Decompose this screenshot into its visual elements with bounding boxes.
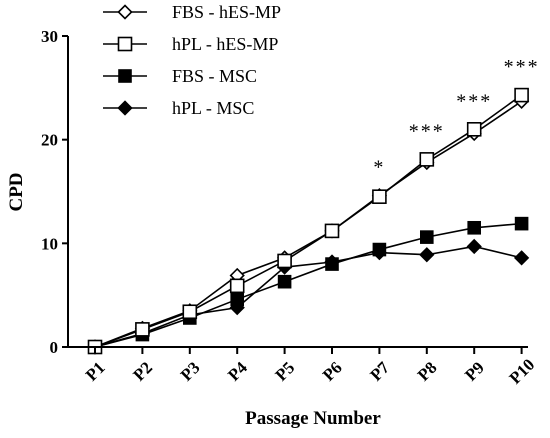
point-fbs-msc-p9 xyxy=(467,220,482,235)
point-hpl-hes-mp-p10 xyxy=(514,87,529,103)
legend-item-fbs-hes-mp: FBS - hES-MP xyxy=(103,2,281,22)
x-tick-label-p1: P1 xyxy=(82,358,109,385)
point-hpl-msc-p4 xyxy=(229,299,245,316)
legend-item-hpl-hes-mp: hPL - hES-MP xyxy=(103,34,278,54)
significance-p7: * xyxy=(373,157,385,179)
series-hpl-hes-mp xyxy=(87,87,529,355)
significance-p10: *** xyxy=(504,56,540,78)
point-fbs-msc-p8 xyxy=(419,230,434,244)
y-tick-label-30: 30 xyxy=(41,27,58,46)
x-tick-label-p5: P5 xyxy=(272,358,299,385)
significance-p8: *** xyxy=(409,120,445,142)
series-line-fbs-msc xyxy=(94,222,522,348)
y-tick-label-0: 0 xyxy=(50,338,59,357)
point-hpl-hes-mp-p5 xyxy=(277,253,292,269)
legend-item-fbs-msc: FBS - MSC xyxy=(103,66,257,86)
x-tick-label-p10: P10 xyxy=(506,355,539,388)
x-axis-label: Passage Number xyxy=(245,408,381,429)
legend-item-hpl-msc: hPL - MSC xyxy=(103,98,254,118)
legend-label-hpl-hes-mp: hPL - hES-MP xyxy=(172,34,278,54)
point-hpl-msc-p6 xyxy=(324,254,340,270)
x-tick-label-p4: P4 xyxy=(224,358,251,385)
x-tick-label-p7: P7 xyxy=(366,358,393,385)
x-tick-label-p2: P2 xyxy=(129,358,156,385)
point-hpl-hes-mp-p4 xyxy=(229,278,245,294)
series-fbs-msc xyxy=(88,216,529,354)
x-tick-label-p3: P3 xyxy=(177,358,204,385)
series-line-fbs-hes-mp xyxy=(94,100,523,348)
point-hpl-hes-mp-p7 xyxy=(372,189,387,204)
series-hpl-msc xyxy=(87,238,530,355)
legend-marker-hpl-msc xyxy=(117,100,133,116)
series-layer xyxy=(87,87,530,355)
point-hpl-hes-mp-p8 xyxy=(419,152,435,167)
legend-marker-fbs-hes-mp xyxy=(117,4,133,20)
point-fbs-msc-p5 xyxy=(277,274,292,289)
point-hpl-hes-mp-p3 xyxy=(182,304,198,320)
point-hpl-hes-mp-p6 xyxy=(324,223,340,239)
point-fbs-msc-p10 xyxy=(514,216,529,231)
point-hpl-msc-p9 xyxy=(466,238,482,255)
x-tick-label-p6: P6 xyxy=(319,358,346,385)
legend-label-fbs-hes-mp: FBS - hES-MP xyxy=(172,2,281,22)
point-hpl-msc-p8 xyxy=(419,247,435,263)
axes: 0 10 20 30 P1 P2 P3 P4 P5 P6 P7 P8 P9 P10 xyxy=(41,27,538,388)
point-hpl-hes-mp-p2 xyxy=(135,322,150,337)
series-fbs-hes-mp xyxy=(87,93,530,355)
y-tick-label-10: 10 xyxy=(41,234,58,253)
x-tick-label-p8: P8 xyxy=(414,358,441,385)
legend-marker-hpl-hes-mp xyxy=(117,36,133,52)
point-hpl-msc-p7 xyxy=(371,245,388,261)
legend-label-hpl-msc: hPL - MSC xyxy=(172,98,254,118)
y-axis-label: CPD xyxy=(6,172,27,211)
significance-p9: *** xyxy=(456,90,492,112)
legend-label-fbs-msc: FBS - MSC xyxy=(172,66,257,86)
significance-annotations: ********** xyxy=(373,56,540,179)
y-tick-label-20: 20 xyxy=(41,131,58,150)
point-hpl-hes-mp-p9 xyxy=(466,122,482,137)
series-line-hpl-msc xyxy=(94,245,522,348)
legend-marker-fbs-msc xyxy=(118,69,132,83)
series-line-hpl-hes-mp xyxy=(94,94,523,348)
point-hpl-msc-p10 xyxy=(513,250,530,266)
legend: FBS - hES-MP hPL - hES-MP FBS - MSC hPL - M… xyxy=(103,2,281,118)
x-tick-label-p9: P9 xyxy=(461,358,488,385)
